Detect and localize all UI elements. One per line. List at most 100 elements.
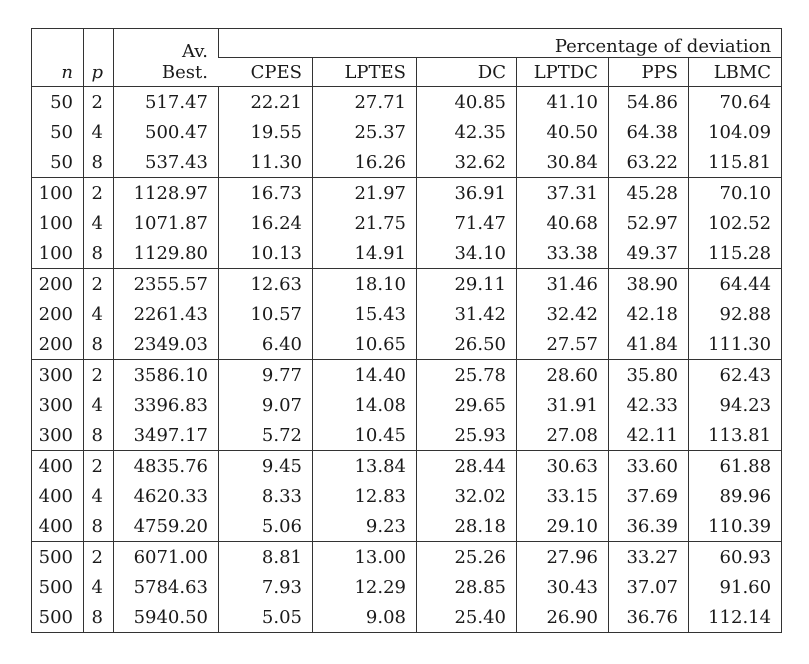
- cell-p: 8: [83, 329, 114, 360]
- cell-p: 2: [83, 541, 114, 572]
- table-row: 100 4 1071.87 16.24 21.75 71.47 40.68 52.97 102.…: [32, 208, 782, 238]
- cell-lbmc: 61.88: [687, 450, 782, 481]
- cell-lbmc: 89.96: [687, 481, 782, 511]
- cell-lptes: 10.45: [312, 420, 417, 451]
- cell-lptes: 14.91: [312, 238, 417, 269]
- cell-av-best: 2261.43: [113, 299, 219, 329]
- cell-p: 8: [83, 511, 114, 542]
- cell-av-best: 2349.03: [113, 329, 219, 360]
- cell-p: 4: [83, 208, 114, 238]
- table-group-n200: 200 2 2355.57 12.63 18.10 29.11 31.46 38.90 64.4…: [31, 268, 782, 360]
- cell-dc: 25.26: [416, 541, 517, 572]
- table-row: 400 2 4835.76 9.45 13.84 28.44 30.63 33.60 61.88: [32, 450, 782, 481]
- cell-dc: 32.02: [416, 481, 517, 511]
- cell-lptdc: 29.10: [516, 511, 609, 542]
- table-row: 500 2 6071.00 8.81 13.00 25.26 27.96 33.27 60.93: [32, 541, 782, 572]
- cell-lbmc: 104.09: [687, 117, 782, 147]
- cell-pps: 45.28: [608, 177, 689, 208]
- cell-n: 100: [38, 212, 73, 234]
- cell-lptdc: 27.57: [516, 329, 609, 360]
- deviation-group-header: Percentage of deviation: [217, 28, 782, 58]
- cell-lptes: 21.97: [312, 177, 417, 208]
- cell-av-best: 6071.00: [113, 541, 219, 572]
- table-group-n300: 300 2 3586.10 9.77 14.40 25.78 28.60 35.80 62.43…: [31, 359, 782, 451]
- cell-lbmc: 92.88: [687, 299, 782, 329]
- table-row: 500 8 5940.50 5.05 9.08 25.40 26.90 36.76 112.14: [32, 602, 782, 633]
- cell-av-best: 1071.87: [113, 208, 219, 238]
- cell-lptes: 15.43: [312, 299, 417, 329]
- cell-dc: 36.91: [416, 177, 517, 208]
- table-header: n p Av. Best. Percentage of deviation CP…: [31, 28, 782, 87]
- table-row: 400 4 4620.33 8.33 12.83 32.02 33.15 37.69 89.96: [32, 481, 782, 511]
- cell-n: 400: [38, 455, 73, 477]
- cell-av-best: 4620.33: [113, 481, 219, 511]
- table-group-n50: 50 2 517.47 22.21 27.71 40.85 41.10 54.86 70.64 5…: [31, 86, 782, 178]
- cell-pps: 33.60: [608, 450, 689, 481]
- cell-p: 4: [83, 299, 114, 329]
- cell-cpes: 16.24: [218, 208, 313, 238]
- cell-cpes: 5.06: [218, 511, 313, 542]
- cell-cpes: 10.13: [218, 238, 313, 269]
- cell-n: 500: [38, 606, 73, 628]
- cell-av-best: 4759.20: [113, 511, 219, 542]
- cell-n: 50: [50, 151, 73, 173]
- cell-cpes: 10.57: [218, 299, 313, 329]
- cell-pps: 36.76: [608, 602, 689, 633]
- cell-p: 8: [83, 420, 114, 451]
- cell-av-best: 1129.80: [113, 238, 219, 269]
- column-header-dc: DC: [416, 57, 517, 87]
- cell-lptes: 9.08: [312, 602, 417, 633]
- av-label: Av.: [181, 41, 208, 62]
- table-row: 200 8 2349.03 6.40 10.65 26.50 27.57 41.84 111.3…: [32, 329, 782, 360]
- cell-pps: 35.80: [608, 359, 689, 390]
- cell-lptdc: 32.42: [516, 299, 609, 329]
- cell-dc: 25.78: [416, 359, 517, 390]
- cell-dc: 42.35: [416, 117, 517, 147]
- cell-lbmc: 60.93: [687, 541, 782, 572]
- cell-n: 100: [38, 242, 73, 264]
- cell-pps: 38.90: [608, 268, 689, 299]
- table-row: 100 8 1129.80 10.13 14.91 34.10 33.38 49.37 115.…: [32, 238, 782, 269]
- cell-n: 300: [38, 364, 73, 386]
- cell-pps: 42.33: [608, 390, 689, 420]
- column-header-cpes: CPES: [250, 61, 302, 83]
- column-header-lptdc: LPTDC: [516, 57, 609, 87]
- n-label: n: [61, 62, 73, 83]
- cell-dc: 25.93: [416, 420, 517, 451]
- cell-pps: 37.07: [608, 572, 689, 602]
- cell-p: 8: [83, 147, 114, 178]
- cell-pps: 36.39: [608, 511, 689, 542]
- table-row: 300 4 3396.83 9.07 14.08 29.65 31.91 42.33 94.23: [32, 390, 782, 420]
- cell-cpes: 5.05: [218, 602, 313, 633]
- cell-cpes: 16.73: [218, 177, 313, 208]
- cell-av-best: 3497.17: [113, 420, 219, 451]
- cell-cpes: 11.30: [218, 147, 313, 178]
- cell-lbmc: 70.10: [687, 177, 782, 208]
- cell-cpes: 9.77: [218, 359, 313, 390]
- table-row: 50 4 500.47 19.55 25.37 42.35 40.50 64.38 104.09: [32, 117, 782, 147]
- cell-n: 200: [38, 303, 73, 325]
- cell-lptes: 13.00: [312, 541, 417, 572]
- table-row: 400 8 4759.20 5.06 9.23 28.18 29.10 36.39 110.39: [32, 511, 782, 542]
- cell-cpes: 19.55: [218, 117, 313, 147]
- cell-pps: 49.37: [608, 238, 689, 269]
- column-header-p: p: [83, 28, 114, 87]
- cell-n: 500: [38, 576, 73, 598]
- cell-dc: 34.10: [416, 238, 517, 269]
- cell-lbmc: 94.23: [687, 390, 782, 420]
- column-header-av-best: Av. Best.: [113, 28, 219, 87]
- cell-lptdc: 31.46: [516, 268, 609, 299]
- cell-lbmc: 115.28: [687, 238, 782, 269]
- cell-lptes: 12.83: [312, 481, 417, 511]
- cell-p: 2: [83, 359, 114, 390]
- cell-dc: 28.44: [416, 450, 517, 481]
- cell-av-best: 3396.83: [113, 390, 219, 420]
- table-group-n400: 400 2 4835.76 9.45 13.84 28.44 30.63 33.60 61.88…: [31, 450, 782, 542]
- cell-lbmc: 102.52: [687, 208, 782, 238]
- header-row-1: n p Av. Best. Percentage of deviation: [32, 28, 782, 87]
- cell-av-best: 5940.50: [113, 602, 219, 633]
- cell-lptes: 13.84: [312, 450, 417, 481]
- cell-dc: 71.47: [416, 208, 517, 238]
- cell-n: 100: [38, 182, 73, 204]
